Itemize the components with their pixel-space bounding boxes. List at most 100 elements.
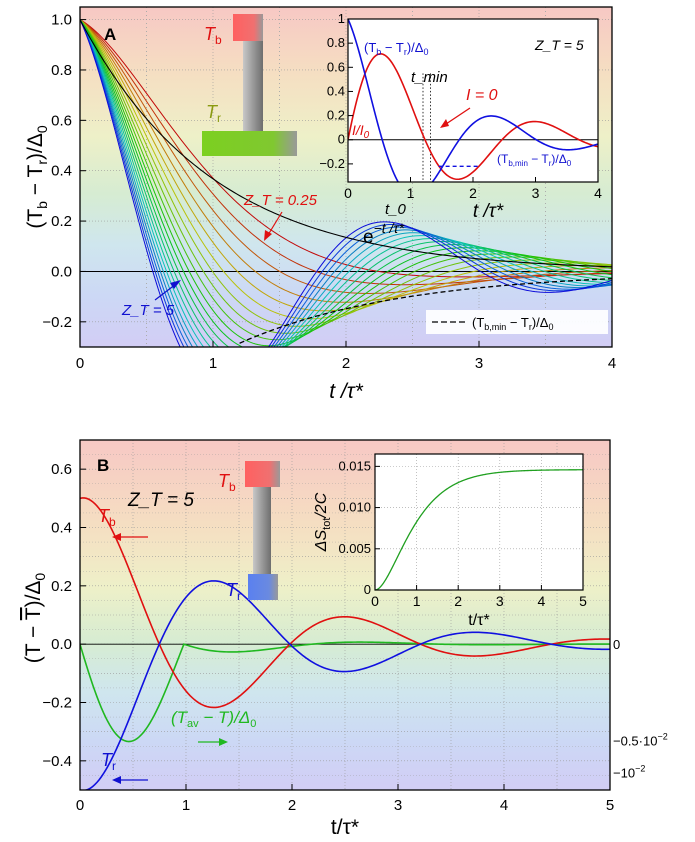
- x-tick-label: 4: [608, 355, 616, 372]
- tb-label-b: Tb: [218, 471, 236, 494]
- panel-a: 0 1 2 3 4 −0.2 0.0 0.2 0.4 0.6 0.8 1.0 A (Tb − Tr)/…: [24, 6, 616, 403]
- panel-b-grid: [80, 440, 610, 790]
- zt-low-arrowhead: [264, 230, 272, 241]
- tav-curve: [80, 641, 610, 743]
- inset-a-ticks: 0 1 2 3 4 −0.2 0 0.2 0.4 0.6 0.8 1: [319, 11, 602, 201]
- inset-a-diff-label: (Tb − Tr)/Δ0: [364, 40, 428, 57]
- inset-a-izero-arrowhead: [440, 119, 449, 128]
- inset-a-gridlines: [348, 73, 598, 182]
- inset-y-tick-label: 0: [364, 582, 371, 597]
- inset-b-ylabel: ΔStot/2C: [313, 492, 333, 552]
- panel-b: 0 1 2 3 4 5 −0.4 −0.2 0.0 0.2 0.4 0.6 0 −0.5·10−2 −10−…: [22, 439, 668, 839]
- inset-y-tick-label: 0.015: [338, 458, 371, 473]
- y-tick-label: −0.2: [42, 695, 72, 712]
- x-tick-label: 0: [76, 797, 84, 814]
- inset-x-tick-label: 3: [532, 185, 540, 201]
- inset-x-tick-label: 0: [371, 593, 379, 609]
- inset-y-tick-label: 0.4: [327, 83, 345, 98]
- min-legend-label: (Tb,min − Tr)/Δ0: [472, 315, 553, 332]
- zt-high-arrowhead: [170, 280, 181, 289]
- x-tick-label: 2: [342, 355, 350, 372]
- y-tick-label: 0.0: [51, 263, 72, 280]
- inset-y-tick-label: 0.6: [327, 59, 345, 74]
- y-tick-label: 0.4: [51, 520, 72, 537]
- x-tick-label: 2: [288, 797, 296, 814]
- family-curve: [80, 19, 612, 347]
- x-tick-label: 5: [606, 797, 614, 814]
- inset-a-zt: Z_T = 5: [534, 37, 584, 53]
- rod-schematic-a: Tb Tr: [202, 14, 297, 156]
- family-curve: [80, 19, 612, 347]
- inset-x-tick-label: 0: [344, 185, 352, 201]
- inset-y-tick-label: 1: [338, 11, 345, 26]
- exp-curve: [80, 19, 612, 268]
- inset-x-tick-label: 2: [469, 185, 477, 201]
- family-curve: [80, 19, 612, 347]
- x-tick-label: 3: [394, 797, 402, 814]
- x-tick-label: 0: [76, 355, 84, 372]
- tr-series-arrowhead: [112, 776, 121, 784]
- right-axis-label: −10−2: [613, 764, 645, 781]
- tr-label-b: Tr: [226, 580, 241, 603]
- inset-a-curves: [348, 19, 598, 182]
- right-axis-exp: −2: [635, 764, 645, 774]
- panel-a-ylabel: (Tb − Tr)/Δ0: [24, 125, 50, 229]
- inset-y-tick-label: 0.010: [338, 500, 371, 515]
- tr-curve: [80, 580, 610, 790]
- min-curve: [239, 278, 612, 344]
- tav-series-arrowhead: [219, 738, 228, 746]
- panel-b-curves: [80, 497, 610, 790]
- inset-y-tick-label: 0.8: [327, 35, 345, 50]
- x-tick-label: 4: [500, 797, 508, 814]
- rod-schematic-b: Tb Tr: [218, 461, 280, 603]
- panel-a-inset: 0 1 2 3 4 −0.2 0 0.2 0.4 0.6 0.8 1 t /τ* Z_T = 5 (T…: [319, 11, 602, 222]
- inset-b-frame: [374, 453, 584, 591]
- inset-x-tick-label: 4: [538, 593, 546, 609]
- panel-b-inset: 0 1 2 3 4 5 0 0.005 0.010 0.015 ΔStot/2C t/τ*: [313, 453, 587, 629]
- zt-low-label: Z_T = 0.25: [243, 192, 318, 209]
- inset-a-current-label: I/I0: [352, 122, 370, 141]
- y-tick-label: 0.2: [51, 578, 72, 595]
- family-curve: [80, 19, 612, 347]
- inset-b-ticks: 0 1 2 3 4 5 0 0.005 0.010 0.015: [338, 458, 587, 609]
- panel-b-zt: Z_T = 5: [127, 490, 194, 511]
- tb-series-arrowhead: [112, 533, 121, 541]
- x-tick-label: 1: [182, 797, 190, 814]
- x-tick-label: 1: [209, 355, 217, 372]
- tb-series-label: Tb: [98, 506, 116, 529]
- zt-high-label: Z_T = 5: [121, 302, 175, 319]
- tr-label-a: Tr: [206, 102, 221, 125]
- inset-a-t0-label: t_0: [385, 201, 407, 218]
- x-tick-label: 3: [475, 355, 483, 372]
- y-tick-label: 0.6: [51, 461, 72, 478]
- inset-a-izero-arrow: [445, 107, 471, 125]
- family-curve: [80, 19, 612, 347]
- panel-a-ticks: 0 1 2 3 4 −0.2 0.0 0.2 0.4 0.6 0.8 1.0: [42, 12, 616, 372]
- tr-series-label: Tr: [101, 750, 116, 773]
- y-tick-label: 0.2: [51, 213, 72, 230]
- tb-label-a: Tb: [204, 24, 222, 47]
- right-axis-label: −0.5·10−2: [613, 731, 668, 748]
- panel-a-curves: [80, 19, 612, 347]
- inset-x-tick-label: 3: [496, 593, 504, 609]
- inset-diff-curve: [348, 19, 598, 182]
- inset-x-tick-label: 1: [413, 593, 421, 609]
- y-tick-label: 0.8: [51, 62, 72, 79]
- y-tick-label: 0.4: [51, 163, 72, 180]
- entropy-curve: [374, 469, 583, 591]
- right-axis-exp: −2: [657, 731, 667, 741]
- panel-b-ylabel: (T − T)/Δ0: [22, 573, 48, 664]
- y-tick-label: −0.4: [42, 753, 72, 770]
- inset-a-min-label: (Tb,min − Tr)/Δ0: [497, 152, 572, 168]
- panel-a-xlabel: t /τ*: [329, 380, 363, 403]
- inset-b-curves: [374, 469, 583, 591]
- family-curve: [80, 19, 612, 347]
- right-axis-label: 0: [613, 637, 620, 652]
- inset-a-izero-label: I = 0: [466, 87, 498, 104]
- panel-b-letter: B: [97, 456, 109, 475]
- family-curve: [80, 19, 612, 347]
- panel-b-frame: [79, 439, 611, 791]
- inset-x-tick-label: 1: [407, 185, 415, 201]
- inset-b-background: [375, 454, 583, 590]
